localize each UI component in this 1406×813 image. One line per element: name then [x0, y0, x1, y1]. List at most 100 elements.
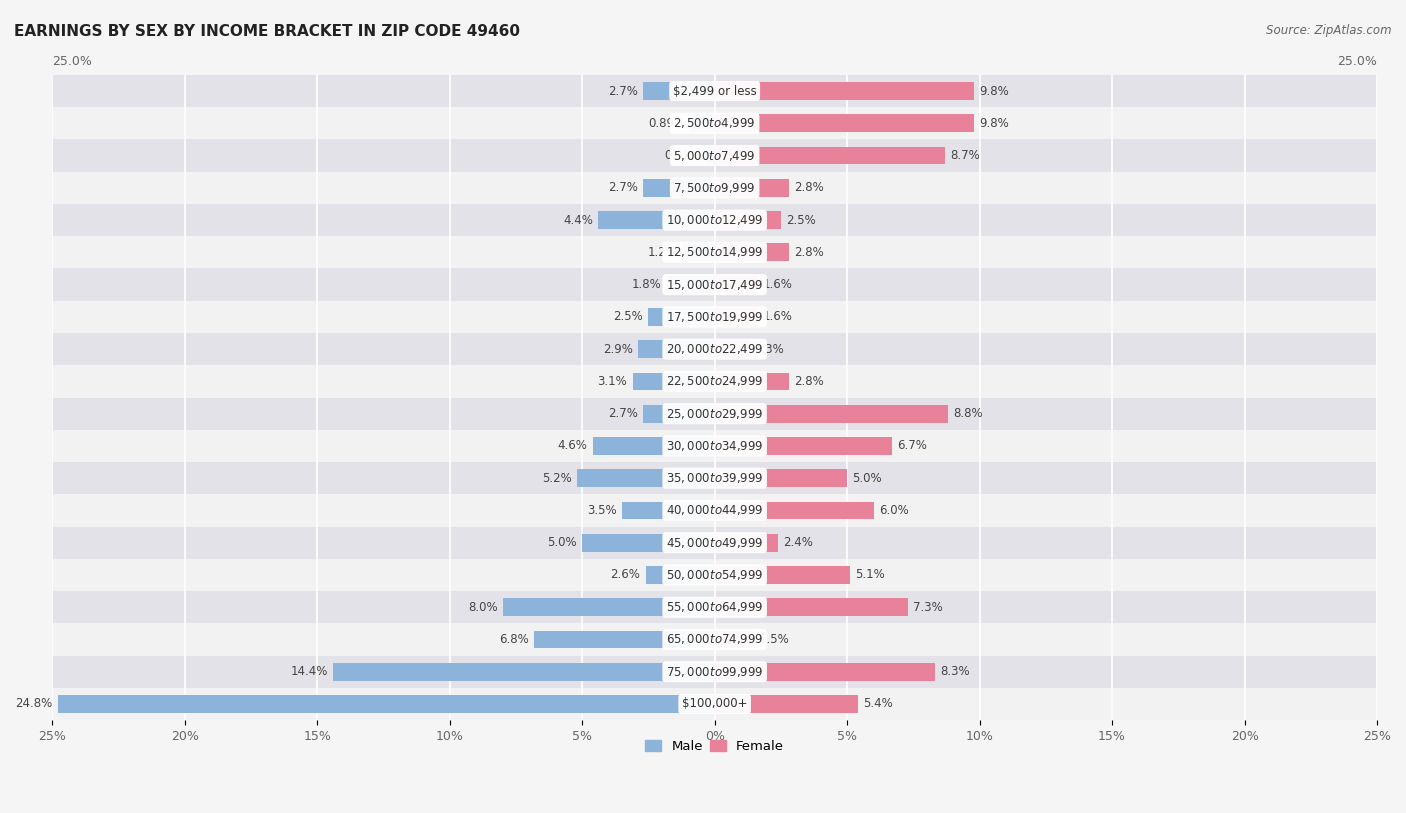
Text: 6.0%: 6.0% [879, 504, 908, 517]
Text: 8.7%: 8.7% [950, 149, 980, 162]
Bar [714, 469, 848, 487]
Text: $15,000 to $17,499: $15,000 to $17,499 [666, 277, 763, 292]
Bar [643, 405, 714, 423]
Text: 14.4%: 14.4% [291, 665, 328, 678]
Bar [621, 502, 714, 520]
Bar [714, 146, 945, 164]
Text: $75,000 to $99,999: $75,000 to $99,999 [666, 665, 763, 679]
Bar [714, 695, 858, 713]
Bar [714, 566, 849, 584]
Bar [52, 333, 1376, 365]
Text: $17,500 to $19,999: $17,500 to $19,999 [666, 310, 763, 324]
Text: Source: ZipAtlas.com: Source: ZipAtlas.com [1267, 24, 1392, 37]
Bar [52, 655, 1376, 688]
Bar [714, 211, 780, 229]
Bar [714, 308, 756, 326]
Text: $50,000 to $54,999: $50,000 to $54,999 [666, 568, 763, 582]
Text: 9.8%: 9.8% [980, 85, 1010, 98]
Bar [52, 365, 1376, 398]
Bar [52, 494, 1376, 527]
Text: $2,500 to $4,999: $2,500 to $4,999 [673, 116, 756, 130]
Text: 8.0%: 8.0% [468, 601, 498, 614]
Text: $2,499 or less: $2,499 or less [673, 85, 756, 98]
Text: EARNINGS BY SEX BY INCOME BRACKET IN ZIP CODE 49460: EARNINGS BY SEX BY INCOME BRACKET IN ZIP… [14, 24, 520, 39]
Text: 25.0%: 25.0% [1337, 55, 1376, 68]
Bar [534, 631, 714, 648]
Text: $45,000 to $49,999: $45,000 to $49,999 [666, 536, 763, 550]
Text: 5.0%: 5.0% [852, 472, 882, 485]
Bar [52, 688, 1376, 720]
Bar [714, 276, 756, 293]
Bar [714, 179, 789, 197]
Bar [683, 243, 714, 261]
Bar [714, 631, 755, 648]
Bar [333, 663, 714, 680]
Text: 2.5%: 2.5% [786, 214, 815, 227]
Bar [714, 437, 893, 454]
Bar [503, 598, 714, 616]
Text: 2.5%: 2.5% [613, 311, 643, 324]
Bar [643, 82, 714, 100]
Text: 4.4%: 4.4% [562, 214, 593, 227]
Text: $30,000 to $34,999: $30,000 to $34,999 [666, 439, 763, 453]
Bar [645, 566, 714, 584]
Text: $40,000 to $44,999: $40,000 to $44,999 [666, 503, 763, 517]
Bar [643, 179, 714, 197]
Text: 24.8%: 24.8% [15, 698, 52, 711]
Bar [692, 115, 714, 133]
Text: 1.3%: 1.3% [755, 342, 785, 355]
Bar [666, 276, 714, 293]
Bar [52, 204, 1376, 237]
Bar [714, 82, 974, 100]
Text: 3.5%: 3.5% [586, 504, 617, 517]
Text: 2.9%: 2.9% [603, 342, 633, 355]
Bar [52, 624, 1376, 655]
Text: 6.7%: 6.7% [897, 439, 928, 452]
Bar [706, 146, 714, 164]
Text: 0.31%: 0.31% [664, 149, 702, 162]
Text: 1.6%: 1.6% [762, 311, 792, 324]
Text: 2.7%: 2.7% [607, 407, 638, 420]
Bar [52, 107, 1376, 140]
Text: 2.8%: 2.8% [794, 181, 824, 194]
Text: 4.6%: 4.6% [558, 439, 588, 452]
Bar [52, 398, 1376, 430]
Bar [52, 268, 1376, 301]
Text: 6.8%: 6.8% [499, 633, 529, 646]
Text: $55,000 to $64,999: $55,000 to $64,999 [666, 600, 763, 614]
Text: 2.4%: 2.4% [783, 537, 814, 550]
Bar [52, 527, 1376, 559]
Text: $22,500 to $24,999: $22,500 to $24,999 [666, 375, 763, 389]
Bar [714, 115, 974, 133]
Text: 3.1%: 3.1% [598, 375, 627, 388]
Bar [52, 237, 1376, 268]
Text: $12,500 to $14,999: $12,500 to $14,999 [666, 246, 763, 259]
Text: 5.2%: 5.2% [541, 472, 572, 485]
Bar [582, 534, 714, 551]
Text: $65,000 to $74,999: $65,000 to $74,999 [666, 633, 763, 646]
Bar [633, 372, 714, 390]
Bar [638, 341, 714, 358]
Bar [58, 695, 714, 713]
Bar [714, 341, 749, 358]
Bar [52, 559, 1376, 591]
Text: 25.0%: 25.0% [52, 55, 93, 68]
Text: 1.5%: 1.5% [759, 633, 789, 646]
Text: 1.8%: 1.8% [631, 278, 662, 291]
Text: 2.8%: 2.8% [794, 246, 824, 259]
Bar [52, 172, 1376, 204]
Bar [714, 372, 789, 390]
Bar [52, 75, 1376, 107]
Bar [52, 591, 1376, 624]
Text: 8.8%: 8.8% [953, 407, 983, 420]
Text: 1.2%: 1.2% [648, 246, 678, 259]
Text: 5.1%: 5.1% [855, 568, 884, 581]
Text: 2.8%: 2.8% [794, 375, 824, 388]
Text: $35,000 to $39,999: $35,000 to $39,999 [666, 472, 763, 485]
Text: 5.4%: 5.4% [863, 698, 893, 711]
Text: $25,000 to $29,999: $25,000 to $29,999 [666, 406, 763, 420]
Text: $10,000 to $12,499: $10,000 to $12,499 [666, 213, 763, 227]
Text: 2.6%: 2.6% [610, 568, 641, 581]
Bar [52, 301, 1376, 333]
Bar [52, 430, 1376, 462]
